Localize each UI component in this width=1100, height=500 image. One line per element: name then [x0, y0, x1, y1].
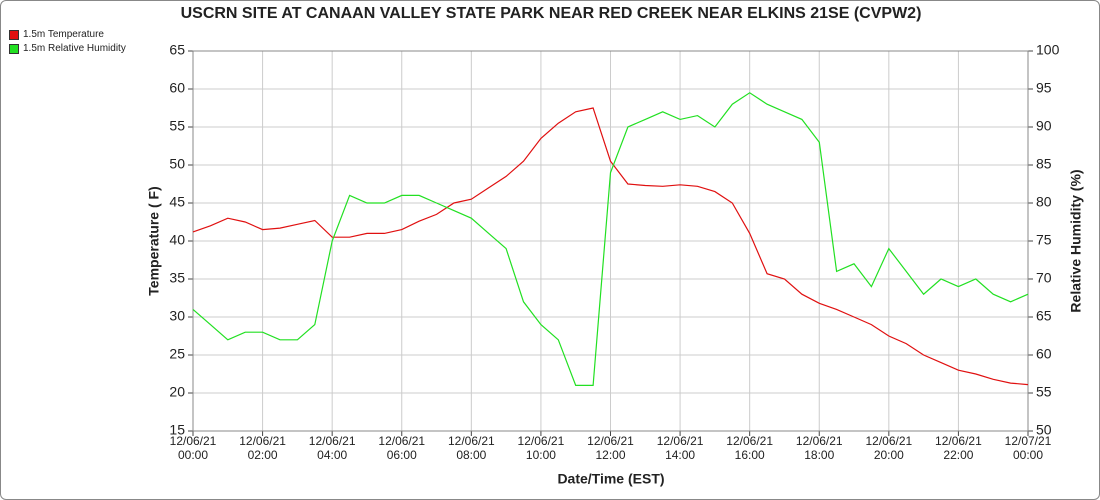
chart-title: USCRN SITE AT CANAAN VALLEY STATE PARK N… — [181, 5, 922, 22]
y-tick-label: 35 — [169, 270, 185, 286]
legend-swatch — [9, 43, 19, 54]
y-tick-label: 65 — [169, 42, 185, 58]
data-line — [192, 107, 1029, 386]
y-tick-label: 45 — [169, 194, 185, 210]
y-tick-label: 50 — [169, 156, 185, 172]
x-tick-label: 12/06/21 00:00 — [169, 434, 217, 462]
y-tick-label: 30 — [169, 308, 185, 324]
x-tick-label: 12/06/21 02:00 — [239, 434, 286, 462]
y2-tick-label: 50 — [1036, 422, 1052, 438]
x-axis-label: Date/Time (EST) — [557, 471, 664, 487]
x-tick-label: 12/06/21 18:00 — [795, 434, 843, 462]
legend-label: 1.5m Temperature — [23, 29, 104, 40]
y-tick-label: 15 — [169, 422, 185, 438]
y2-tick-label: 90 — [1036, 118, 1052, 134]
y2-tick-label: 85 — [1036, 156, 1052, 172]
legend-item: 1.5m Relative Humidity — [9, 43, 126, 54]
y2-tick-label: 75 — [1036, 232, 1052, 248]
data-line — [192, 92, 1029, 386]
x-tick-label: 12/07/21 00:00 — [1004, 434, 1052, 462]
x-tick-label: 12/06/21 22:00 — [935, 434, 982, 462]
plot-border — [192, 50, 1029, 432]
x-tick-label: 12/06/21 16:00 — [726, 434, 774, 462]
y2-tick-label: 95 — [1036, 80, 1052, 96]
y-axis-label: Temperature ( F) — [146, 186, 162, 295]
x-tick-label: 12/06/21 08:00 — [447, 434, 495, 462]
y-tick-label: 40 — [169, 232, 185, 248]
y-tick-label: 60 — [169, 80, 185, 96]
y-tick-label: 20 — [169, 384, 185, 400]
y2-tick-label: 80 — [1036, 194, 1052, 210]
y2-tick-label: 100 — [1036, 42, 1060, 58]
x-tick-label: 12/06/21 06:00 — [378, 434, 426, 462]
y2-tick-label: 65 — [1036, 308, 1052, 324]
x-tick-label: 12/06/21 04:00 — [308, 434, 356, 462]
y2-tick-label: 60 — [1036, 346, 1052, 362]
y2-tick-label: 70 — [1036, 270, 1052, 286]
y2-axis-label: Relative Humidity (%) — [1068, 169, 1084, 312]
x-tick-label: 12/06/21 10:00 — [517, 434, 565, 462]
x-tick-label: 12/06/21 12:00 — [587, 434, 634, 462]
y2-tick-label: 55 — [1036, 384, 1052, 400]
legend-swatch — [9, 29, 19, 40]
x-tick-label: 12/06/21 14:00 — [656, 434, 704, 462]
legend-label: 1.5m Relative Humidity — [23, 43, 126, 54]
y-tick-label: 55 — [169, 118, 185, 134]
x-tick-label: 12/06/21 20:00 — [865, 434, 913, 462]
y-tick-label: 25 — [169, 346, 185, 362]
legend-item: 1.5m Temperature — [9, 29, 104, 40]
